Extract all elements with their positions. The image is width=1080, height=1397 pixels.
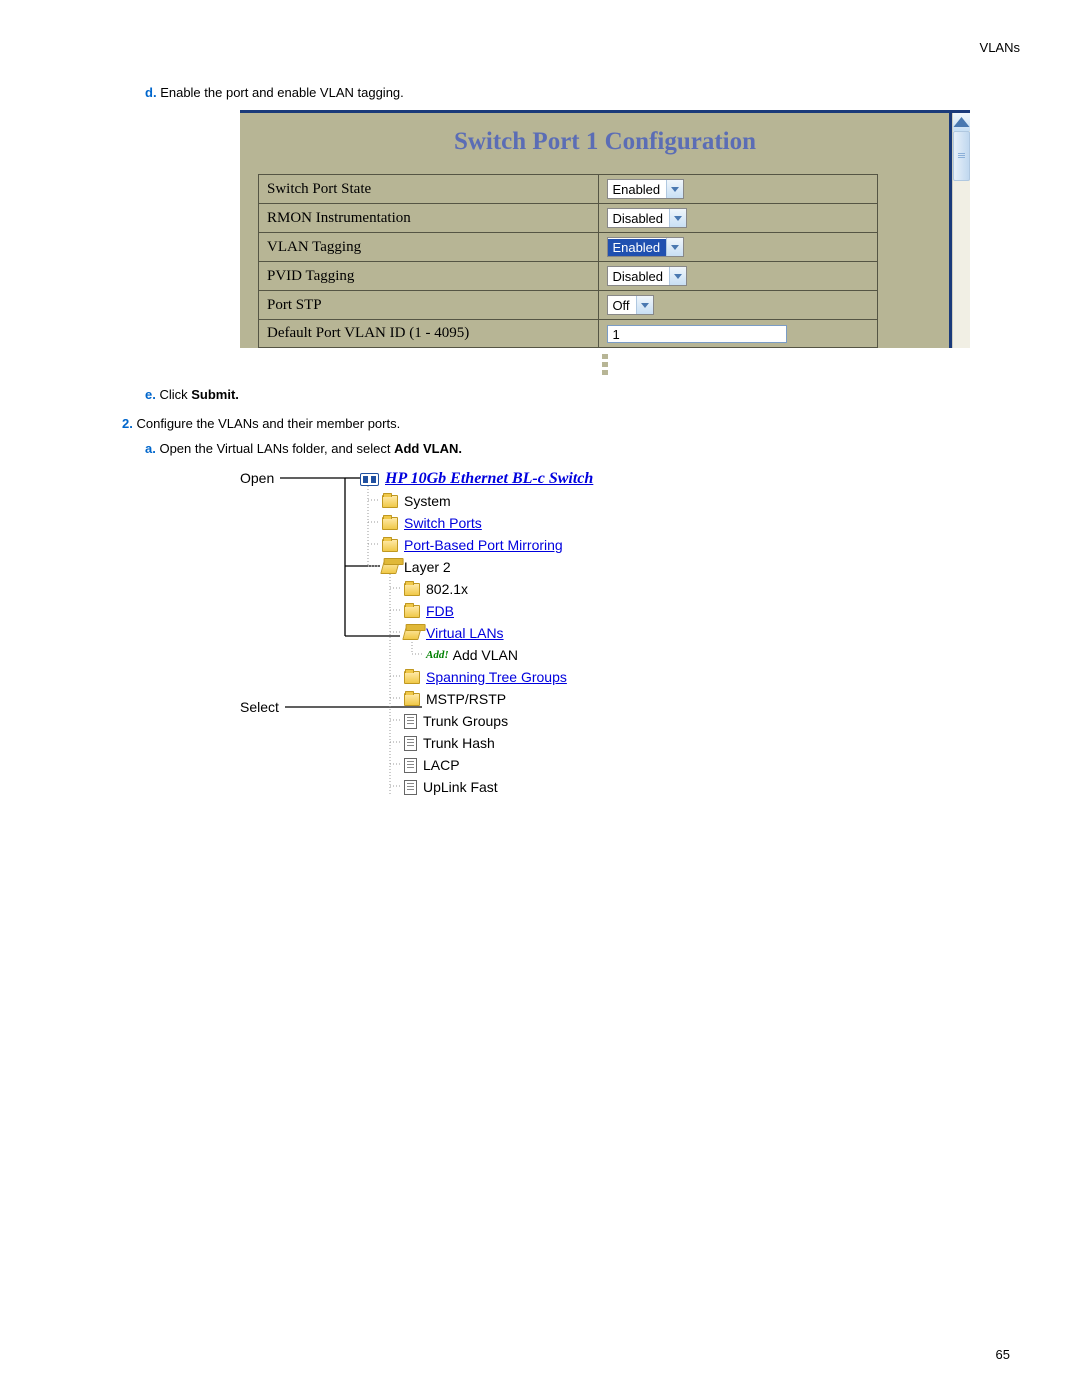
config-row: PVID Tagging Disabled bbox=[259, 262, 878, 291]
folder-closed-icon bbox=[404, 605, 420, 618]
document-icon bbox=[404, 714, 417, 729]
letter-d: d. bbox=[145, 85, 157, 100]
config-label: VLAN Tagging bbox=[259, 233, 599, 262]
tree-item[interactable]: Layer 2 bbox=[382, 556, 740, 578]
letter-e: e. bbox=[145, 387, 156, 402]
config-value-cell: 1 bbox=[599, 320, 878, 348]
folder-closed-icon bbox=[404, 693, 420, 706]
tree-screenshot: Open Select bbox=[240, 468, 740, 798]
text-input[interactable]: 1 bbox=[607, 325, 787, 343]
config-row: VLAN Tagging Enabled bbox=[259, 233, 878, 262]
tree-item-label: MSTP/RSTP bbox=[426, 691, 506, 707]
config-label: Port STP bbox=[259, 291, 599, 320]
config-table: Switch Port State Enabled RMON Instrumenta… bbox=[258, 174, 878, 348]
chevron-down-icon bbox=[669, 267, 686, 285]
number-2: 2. bbox=[122, 416, 133, 431]
section-header: VLANs bbox=[80, 40, 1020, 55]
document-icon bbox=[404, 736, 417, 751]
config-label: PVID Tagging bbox=[259, 262, 599, 291]
switch-port-config-screenshot: Switch Port 1 Configuration Switch Port … bbox=[240, 110, 970, 348]
chevron-down-icon bbox=[666, 180, 683, 198]
config-row: Default Port VLAN ID (1 - 4095) 1 bbox=[259, 320, 878, 348]
tree-item[interactable]: Spanning Tree Groups bbox=[404, 666, 740, 688]
chevron-down-icon bbox=[636, 296, 653, 314]
folder-open-icon bbox=[380, 561, 399, 574]
tree-item-label: 802.1x bbox=[426, 581, 468, 597]
tree-item-label: Port-Based Port Mirroring bbox=[404, 537, 563, 553]
config-value-cell: Disabled bbox=[599, 204, 878, 233]
tree-item[interactable]: Trunk Hash bbox=[404, 732, 740, 754]
folder-open-icon bbox=[402, 627, 421, 640]
ellipsis bbox=[240, 354, 970, 375]
instruction-e: e. Click Submit. bbox=[145, 387, 1020, 402]
instruction-2-text: Configure the VLANs and their member por… bbox=[136, 416, 400, 431]
tree-item[interactable]: System bbox=[382, 490, 740, 512]
select-dropdown[interactable]: Enabled bbox=[607, 237, 684, 257]
instruction-e-text: Click bbox=[159, 387, 191, 402]
config-title: Switch Port 1 Configuration bbox=[240, 113, 970, 174]
instruction-a-text: Open the Virtual LANs folder, and select bbox=[159, 441, 394, 456]
tree-item[interactable]: FDB bbox=[404, 600, 740, 622]
config-label: Switch Port State bbox=[259, 175, 599, 204]
config-row: RMON Instrumentation Disabled bbox=[259, 204, 878, 233]
tree-item[interactable]: Switch Ports bbox=[382, 512, 740, 534]
page-number: 65 bbox=[996, 1347, 1010, 1362]
folder-closed-icon bbox=[404, 583, 420, 596]
config-value-cell: Enabled bbox=[599, 175, 878, 204]
scroll-up-button[interactable] bbox=[953, 113, 970, 131]
config-value-cell: Off bbox=[599, 291, 878, 320]
tree-item-label: UpLink Fast bbox=[423, 779, 498, 795]
tree-item-label: Spanning Tree Groups bbox=[426, 669, 567, 685]
tree-item-label: Virtual LANs bbox=[426, 625, 504, 641]
tree-item-label: LACP bbox=[423, 757, 460, 773]
instruction-a-bold: Add VLAN. bbox=[394, 441, 462, 456]
document-icon bbox=[404, 780, 417, 795]
hp-switch-icon bbox=[360, 473, 379, 486]
scrollbar[interactable] bbox=[952, 113, 970, 348]
tree-item-label: Switch Ports bbox=[404, 515, 482, 531]
config-label: Default Port VLAN ID (1 - 4095) bbox=[259, 320, 599, 348]
tree-item-label: Add VLAN bbox=[453, 647, 518, 663]
tree-root[interactable]: HP 10Gb Ethernet BL-c Switch bbox=[360, 468, 740, 490]
letter-a: a. bbox=[145, 441, 156, 456]
folder-closed-icon bbox=[404, 671, 420, 684]
instruction-d: d. Enable the port and enable VLAN taggi… bbox=[145, 85, 1020, 100]
config-row: Port STP Off bbox=[259, 291, 878, 320]
select-dropdown[interactable]: Disabled bbox=[607, 208, 687, 228]
instruction-e-bold: Submit. bbox=[191, 387, 239, 402]
select-dropdown[interactable]: Disabled bbox=[607, 266, 687, 286]
config-label: RMON Instrumentation bbox=[259, 204, 599, 233]
document-icon bbox=[404, 758, 417, 773]
chevron-down-icon bbox=[669, 209, 686, 227]
tree-item[interactable]: Trunk Groups bbox=[404, 710, 740, 732]
tree-root-text: HP 10Gb Ethernet BL-c Switch bbox=[385, 470, 593, 488]
tree-container: HP 10Gb Ethernet BL-c Switch System Switc… bbox=[240, 468, 740, 798]
select-dropdown[interactable]: Off bbox=[607, 295, 653, 315]
tree-item[interactable]: UpLink Fast bbox=[404, 776, 740, 798]
instruction-2: 2. Configure the VLANs and their member … bbox=[122, 416, 1020, 431]
tree-item[interactable]: 802.1x bbox=[404, 578, 740, 600]
scroll-thumb[interactable] bbox=[953, 131, 970, 181]
select-dropdown[interactable]: Enabled bbox=[607, 179, 684, 199]
tree-item[interactable]: Add! Add VLAN bbox=[426, 644, 740, 666]
instruction-d-text: Enable the port and enable VLAN tagging. bbox=[160, 85, 404, 100]
instruction-a: a. Open the Virtual LANs folder, and sel… bbox=[145, 441, 1020, 456]
tree-item-label: Trunk Groups bbox=[423, 713, 508, 729]
tree-item[interactable]: LACP bbox=[404, 754, 740, 776]
chevron-down-icon bbox=[666, 238, 683, 256]
tree-item-label: Trunk Hash bbox=[423, 735, 495, 751]
add-icon: Add! bbox=[426, 649, 449, 661]
folder-closed-icon bbox=[382, 517, 398, 530]
tree-item[interactable]: MSTP/RSTP bbox=[404, 688, 740, 710]
tree-item-label: Layer 2 bbox=[404, 559, 451, 575]
config-row: Switch Port State Enabled bbox=[259, 175, 878, 204]
tree-item[interactable]: Virtual LANs bbox=[404, 622, 740, 644]
config-value-cell: Enabled bbox=[599, 233, 878, 262]
tree-item-label: FDB bbox=[426, 603, 454, 619]
folder-closed-icon bbox=[382, 495, 398, 508]
folder-closed-icon bbox=[382, 539, 398, 552]
tree-item[interactable]: Port-Based Port Mirroring bbox=[382, 534, 740, 556]
config-value-cell: Disabled bbox=[599, 262, 878, 291]
tree-item-label: System bbox=[404, 493, 451, 509]
